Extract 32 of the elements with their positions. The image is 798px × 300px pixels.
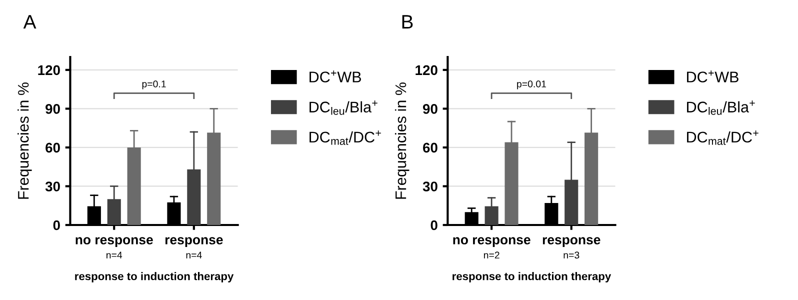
x-axis-title: response to induction therapy xyxy=(452,272,612,282)
legend-label: DC$^{+}$WB xyxy=(310,70,361,82)
text: n=4 xyxy=(106,252,122,258)
y-tick-label: 120 xyxy=(38,65,60,76)
y-tick-label: 60 xyxy=(423,142,438,153)
text: n=2 xyxy=(484,252,500,258)
annotation: p=0.1 xyxy=(142,80,166,90)
legend-label: DC$_{leu}$/Bla$^{+}$ xyxy=(310,100,378,115)
legend-label: DC$_{leu}$/Bla$^{+}$ xyxy=(687,100,755,115)
y-axis-title: Frequencies in % xyxy=(18,82,32,199)
y-tick-label: 0 xyxy=(430,220,438,230)
y-tick-label: 60 xyxy=(46,142,60,153)
chart-title: A xyxy=(23,15,36,29)
legend-label: DC$_{mat}$/DC$^{+}$ xyxy=(310,130,381,145)
x-tick-label: response xyxy=(542,237,600,248)
annotation: p=0.01 xyxy=(517,80,546,90)
x-axis-title: response to induction therapy xyxy=(75,272,234,282)
y-tick-label: 120 xyxy=(416,65,438,76)
y-tick-label: 0 xyxy=(53,220,60,230)
x-tick-label: no response xyxy=(453,237,530,248)
text: n=3 xyxy=(564,252,580,259)
legend-label: DC$^{+}$WB xyxy=(687,70,738,82)
y-tick-label: 30 xyxy=(422,182,438,192)
y-tick-label: 90 xyxy=(422,104,438,114)
x-tick-label: no response xyxy=(76,237,153,248)
y-axis-title: Frequencies in % xyxy=(394,82,410,199)
x-tick-label: response xyxy=(165,237,223,248)
legend-label: DC$_{mat}$/DC$^{+}$ xyxy=(687,130,758,145)
y-tick-label: 90 xyxy=(46,104,60,114)
y-tick-label: 30 xyxy=(45,182,60,192)
text: n=4 xyxy=(186,252,202,258)
chart-title: B xyxy=(402,15,413,29)
